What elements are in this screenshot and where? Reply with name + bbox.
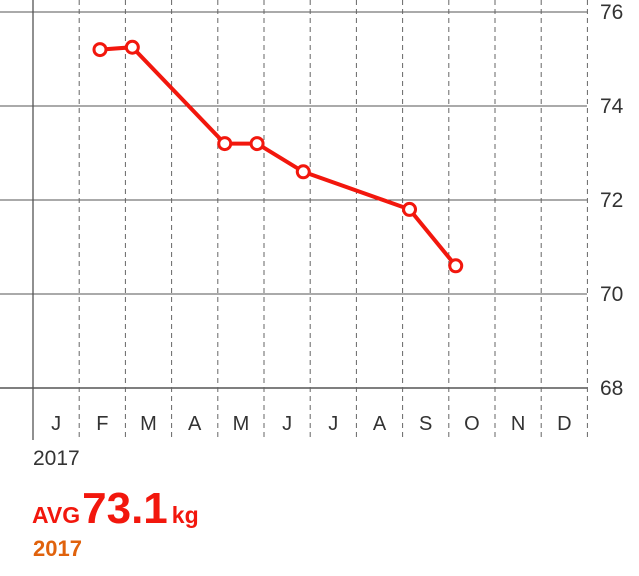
y-tick-label: 72 — [600, 189, 623, 212]
data-point — [124, 39, 140, 55]
average-summary: AVG73.1 kg — [32, 484, 199, 534]
y-tick-label: 74 — [600, 95, 624, 118]
x-axis-year-label: 2017 — [33, 447, 80, 470]
x-tick-label: F — [96, 413, 108, 435]
data-point — [448, 258, 464, 274]
x-tick-label: A — [188, 413, 202, 435]
avg-unit: kg — [171, 502, 199, 528]
y-tick-label: 76 — [600, 1, 623, 24]
x-tick-label: M — [233, 413, 250, 435]
x-tick-label: M — [140, 413, 157, 435]
data-point — [249, 136, 265, 152]
x-tick-label: O — [464, 413, 480, 435]
data-point — [295, 164, 311, 180]
x-tick-label: J — [328, 413, 338, 435]
data-point — [217, 136, 233, 152]
chart-grid — [0, 0, 588, 440]
y-tick-label: 70 — [600, 283, 623, 306]
x-tick-label: N — [511, 413, 525, 435]
x-tick-label: J — [282, 413, 292, 435]
avg-prefix: AVG — [32, 502, 81, 528]
x-tick-label: J — [51, 413, 61, 435]
y-axis-ticks: 76 74 72 70 68 — [600, 1, 624, 400]
x-tick-label: A — [373, 413, 387, 435]
data-point — [92, 42, 108, 58]
weight-chart: 76 74 72 70 68 J F M A M J J A S O N D — [0, 0, 624, 440]
weight-series — [92, 39, 464, 274]
avg-period: 2017 — [33, 536, 82, 561]
avg-value: 73.1 — [82, 484, 168, 533]
y-tick-label: 68 — [600, 377, 623, 400]
x-tick-label: D — [557, 413, 571, 435]
x-tick-label: S — [419, 413, 432, 435]
data-point — [402, 201, 418, 217]
